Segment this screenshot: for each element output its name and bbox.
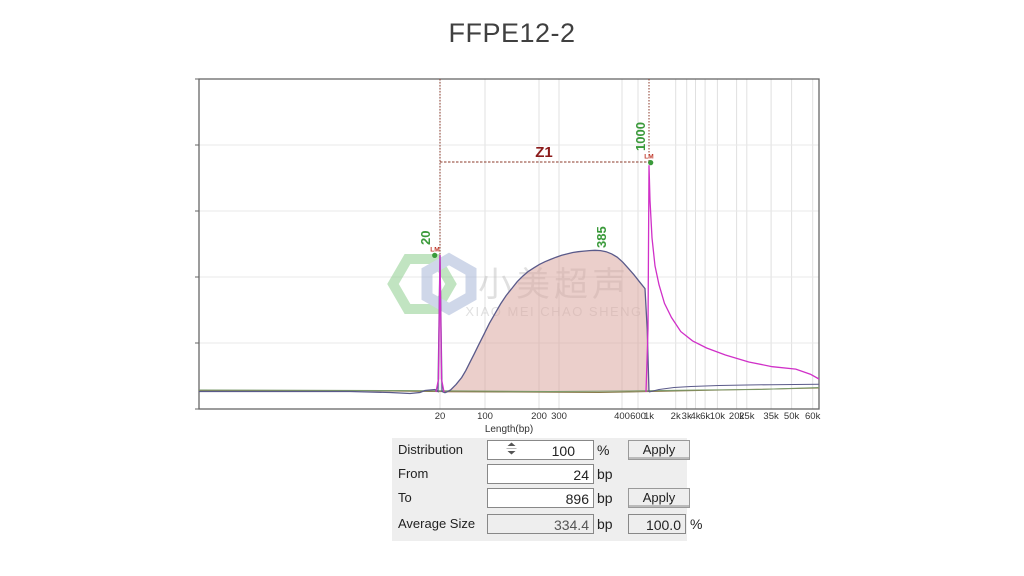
svg-text:385: 385 — [594, 226, 609, 248]
svg-text:LM: LM — [644, 154, 653, 161]
svg-text:Z1: Z1 — [535, 144, 553, 161]
svg-text:LM: LM — [430, 247, 439, 254]
svg-text:20: 20 — [418, 231, 433, 245]
svg-text:1000: 1000 — [633, 122, 648, 151]
